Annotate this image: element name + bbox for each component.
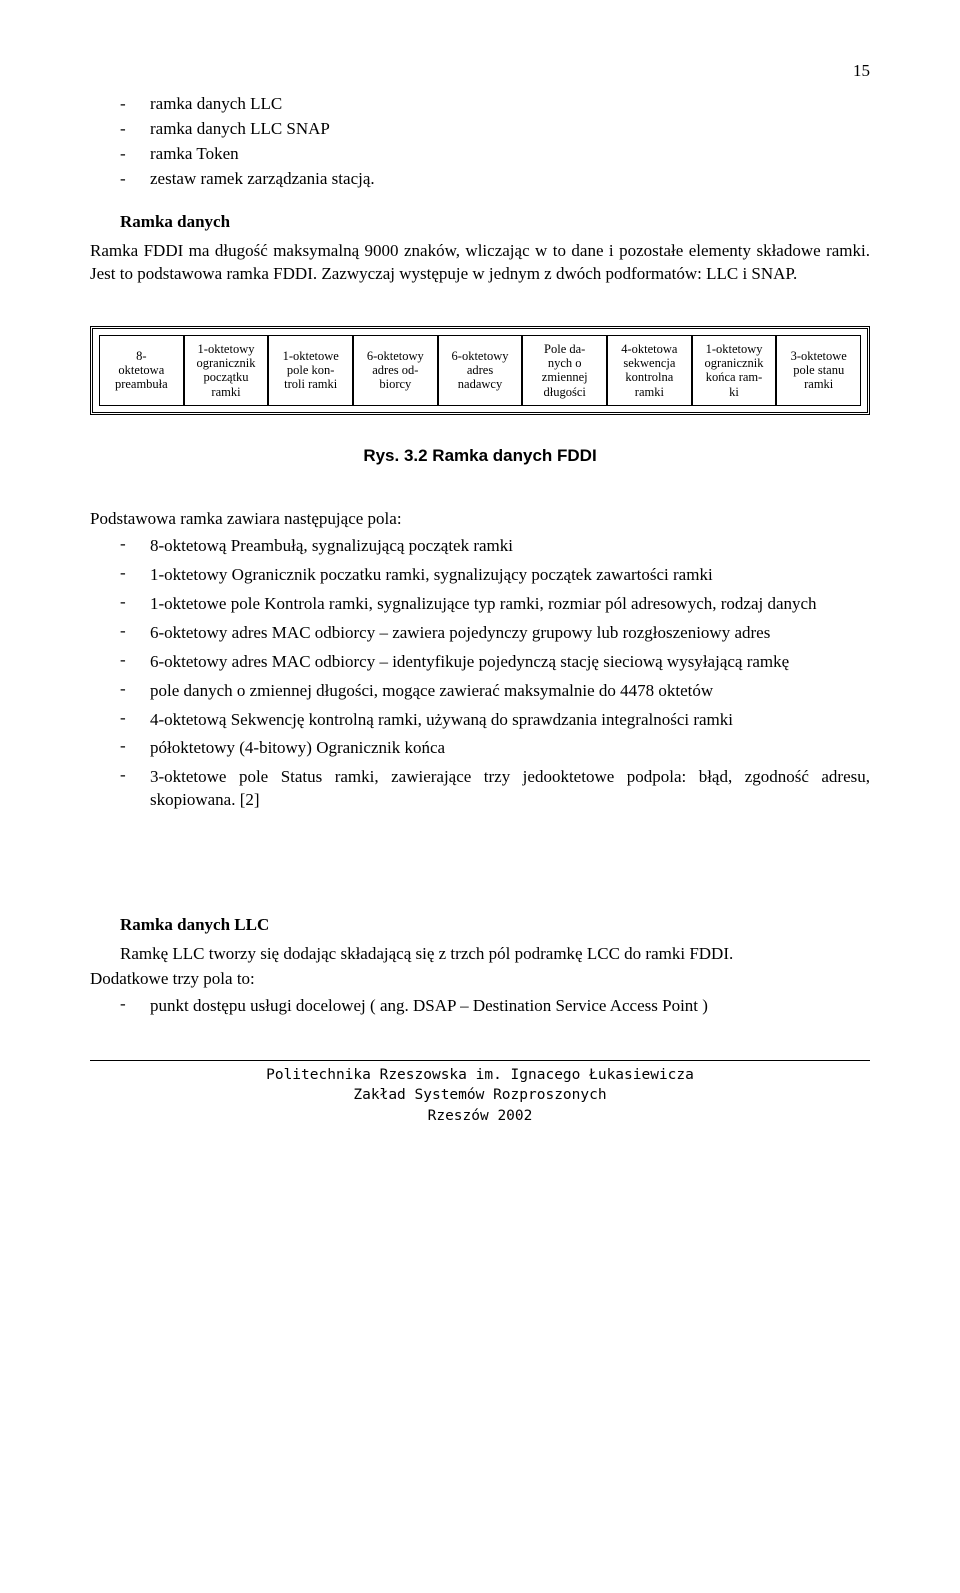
frame-cell: 8- oktetowa preambuła <box>99 335 184 407</box>
frame-cell: 6-oktetowy adres nadawcy <box>438 335 523 407</box>
list-item-text: ramka danych LLC <box>150 93 282 116</box>
frame-cell-text: Pole da- nych o zmiennej długości <box>542 342 588 400</box>
list-item-text: 6-oktetowy adres MAC odbiorcy – zawiera … <box>150 622 770 645</box>
para-llc-2: Dodatkowe trzy pola to: <box>90 968 870 991</box>
dash-icon: - <box>120 143 150 166</box>
frame-cell-text: 1-oktetowy ogranicznik początku ramki <box>197 342 256 400</box>
list-item-text: punkt dostępu usługi docelowej ( ang. DS… <box>150 995 708 1018</box>
dash-icon: - <box>120 678 150 705</box>
frame-cell: 3-oktetowe pole stanu ramki <box>776 335 861 407</box>
footer-line-2: Zakład Systemów Rozproszonych <box>90 1085 870 1105</box>
frame-cell-text: 4-oktetowa sekwencja kontrolna ramki <box>621 342 677 400</box>
list-item: -6-oktetowy adres MAC odbiorcy – identyf… <box>120 649 870 676</box>
list-item-text: 8-oktetową Preambułą, sygnalizującą pocz… <box>150 535 513 558</box>
list-item-text: zestaw ramek zarządzania stacją. <box>150 168 375 191</box>
list-item-text: 1-oktetowe pole Kontrola ramki, sygnaliz… <box>150 593 817 616</box>
dash-icon: - <box>120 764 150 814</box>
heading-ramka-danych: Ramka danych <box>90 211 870 234</box>
list-item: -8-oktetową Preambułą, sygnalizującą poc… <box>120 533 870 560</box>
footer-line-1: Politechnika Rzeszowska im. Ignacego Łuk… <box>90 1065 870 1085</box>
dash-icon: - <box>120 649 150 676</box>
frame-cell: 1-oktetowe pole kon- troli ramki <box>268 335 353 407</box>
dash-icon: - <box>120 707 150 734</box>
dash-icon: - <box>120 118 150 141</box>
list-item: -6-oktetowy adres MAC odbiorcy – zawiera… <box>120 620 870 647</box>
list-item-text: 3-oktetowe pole Status ramki, zawierając… <box>150 766 870 812</box>
dash-icon: - <box>120 533 150 560</box>
dash-icon: - <box>120 735 150 762</box>
list-item: -punkt dostępu usługi docelowej ( ang. D… <box>120 993 870 1020</box>
figure-caption: Rys. 3.2 Ramka danych FDDI <box>90 445 870 468</box>
page-footer: Politechnika Rzeszowska im. Ignacego Łuk… <box>90 1065 870 1126</box>
frame-cell: 1-oktetowy ogranicznik końca ram- ki <box>692 335 777 407</box>
list-item: -ramka Token <box>120 143 870 166</box>
list-item-text: ramka Token <box>150 143 239 166</box>
list-item: -4-oktetową Sekwencję kontrolną ramki, u… <box>120 707 870 734</box>
frame-cell: 4-oktetowa sekwencja kontrolna ramki <box>607 335 692 407</box>
list-item: -1-oktetowe pole Kontrola ramki, sygnali… <box>120 591 870 618</box>
list-item: -1-oktetowy Ogranicznik poczatku ramki, … <box>120 562 870 589</box>
list-item: -zestaw ramek zarządzania stacją. <box>120 168 870 191</box>
frame-table: 8- oktetowa preambuła 1-oktetowy ogranic… <box>99 335 861 407</box>
list-item-text: 4-oktetową Sekwencję kontrolną ramki, uż… <box>150 709 733 732</box>
list-item: -ramka danych LLC <box>120 93 870 116</box>
dash-icon: - <box>120 620 150 647</box>
frame-cell-text: 1-oktetowy ogranicznik końca ram- ki <box>705 342 764 400</box>
frame-cell: Pole da- nych o zmiennej długości <box>522 335 607 407</box>
frame-cell-text: 1-oktetowe pole kon- troli ramki <box>283 349 339 392</box>
frame-cell-text: 6-oktetowy adres nadawcy <box>452 349 509 392</box>
page-number: 15 <box>90 60 870 83</box>
frame-cell: 1-oktetowy ogranicznik początku ramki <box>184 335 269 407</box>
footer-rule <box>90 1060 870 1061</box>
frame-cell-text: 3-oktetowe pole stanu ramki <box>791 349 847 392</box>
list-item-text: 1-oktetowy Ogranicznik poczatku ramki, s… <box>150 564 713 587</box>
dash-icon: - <box>120 168 150 191</box>
list-item-text: półoktetowy (4-bitowy) Ogranicznik końca <box>150 737 445 760</box>
frame-cell-text: 6-oktetowy adres od- biorcy <box>367 349 424 392</box>
list-item: -ramka danych LLC SNAP <box>120 118 870 141</box>
dash-icon: - <box>120 993 150 1020</box>
dash-icon: - <box>120 591 150 618</box>
heading-llc: Ramka danych LLC <box>90 914 870 937</box>
list-item-text: ramka danych LLC SNAP <box>150 118 330 141</box>
llc-list: -punkt dostępu usługi docelowej ( ang. D… <box>120 993 870 1020</box>
list-item: -półoktetowy (4-bitowy) Ogranicznik końc… <box>120 735 870 762</box>
fields-list: -8-oktetową Preambułą, sygnalizującą poc… <box>120 533 870 814</box>
list-item-text: 6-oktetowy adres MAC odbiorcy – identyfi… <box>150 651 789 674</box>
frame-structure-diagram: 8- oktetowa preambuła 1-oktetowy ogranic… <box>90 326 870 416</box>
dash-icon: - <box>120 93 150 116</box>
list-item: -pole danych o zmiennej długości, mogące… <box>120 678 870 705</box>
dash-icon: - <box>120 562 150 589</box>
frame-cell: 6-oktetowy adres od- biorcy <box>353 335 438 407</box>
list-item: -3-oktetowe pole Status ramki, zawierają… <box>120 764 870 814</box>
para-llc-1: Ramkę LLC tworzy się dodając składającą … <box>90 943 870 966</box>
fields-intro: Podstawowa ramka zawiara następujące pol… <box>90 508 870 531</box>
para-ramka-danych: Ramka FDDI ma długość maksymalną 9000 zn… <box>90 240 870 286</box>
frame-types-list: -ramka danych LLC -ramka danych LLC SNAP… <box>120 93 870 191</box>
list-item-text: pole danych o zmiennej długości, mogące … <box>150 680 713 703</box>
footer-line-3: Rzeszów 2002 <box>90 1106 870 1126</box>
frame-cell-text: 8- oktetowa preambuła <box>115 349 168 392</box>
